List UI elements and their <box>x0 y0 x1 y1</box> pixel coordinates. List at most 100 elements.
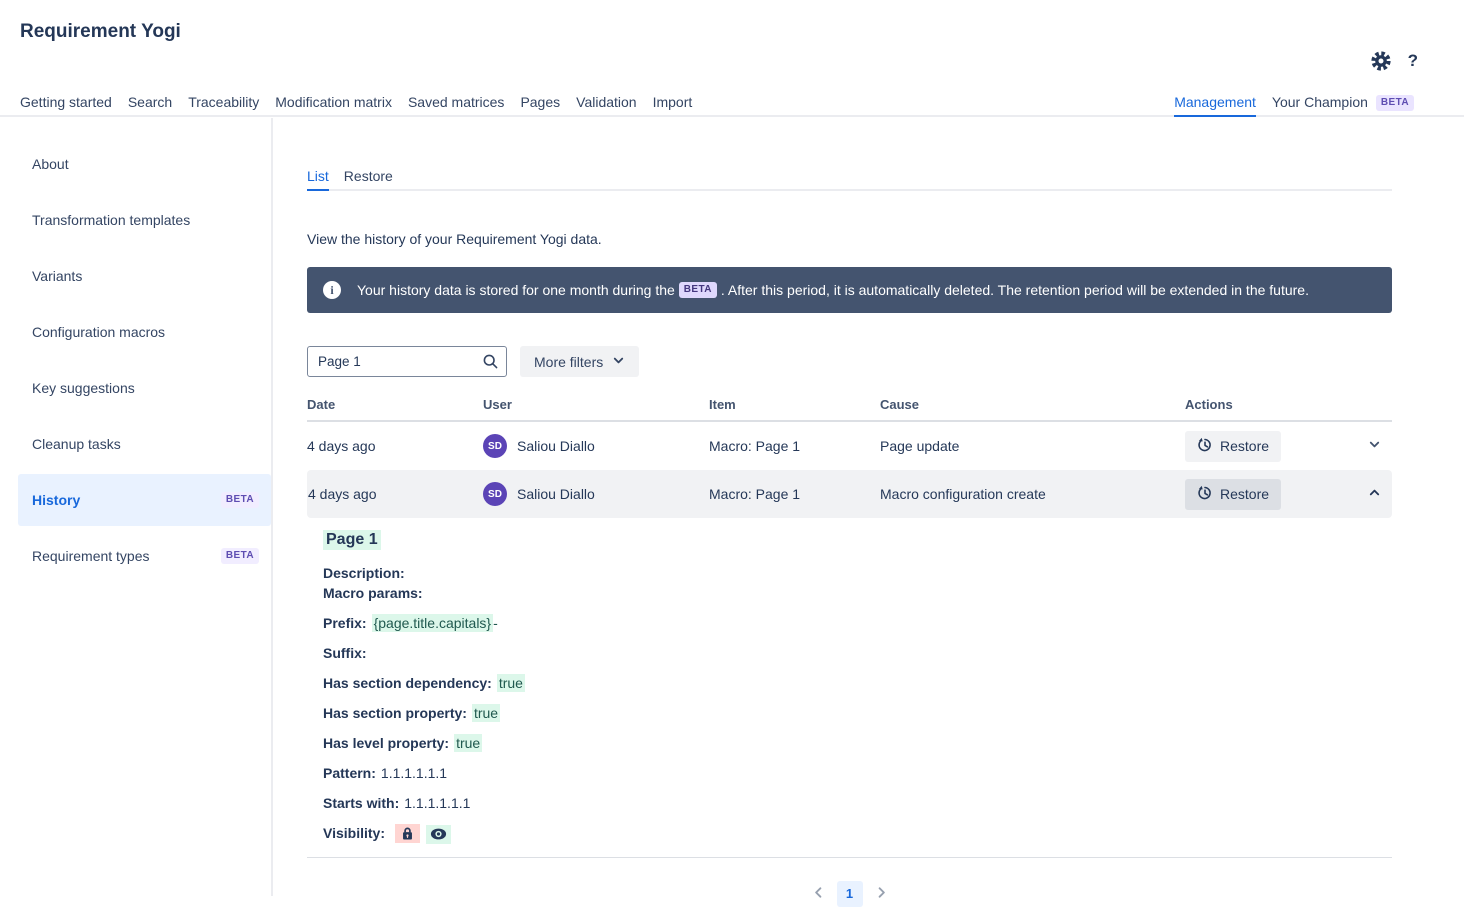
nav-item-saved-matrices[interactable]: Saved matrices <box>407 94 505 110</box>
sidebar: About Transformation templates Variants … <box>0 118 273 896</box>
table-row[interactable]: 4 days ago SD Saliou Diallo Macro: Page … <box>307 422 1392 470</box>
top-nav: Getting started Search Traceability Modi… <box>20 94 692 110</box>
detail-field-has-section-property: Has section property: true <box>323 704 501 722</box>
row-user: SD Saliou Diallo <box>483 434 709 458</box>
search-icon[interactable] <box>482 353 499 373</box>
sidebar-item-requirement-types[interactable]: Requirement types BETA <box>18 528 271 584</box>
filters-bar: More filters <box>307 346 1392 377</box>
sidebar-item-label: Requirement types <box>32 548 150 564</box>
row-item: Macro: Page 1 <box>709 486 801 502</box>
row-item: Macro: Page 1 <box>709 438 801 454</box>
detail-field-visibility: Visibility: <box>323 823 1376 844</box>
nav-item-modification-matrix[interactable]: Modification matrix <box>275 94 392 110</box>
search-input[interactable] <box>307 346 507 377</box>
restore-button[interactable]: Restore <box>1185 430 1282 462</box>
detail-field-pattern: Pattern: 1.1.1.1.1.1 <box>323 765 448 781</box>
sidebar-item-label: Transformation templates <box>32 212 191 228</box>
info-icon: i <box>323 281 341 299</box>
sidebar-item-key-suggestions[interactable]: Key suggestions <box>18 360 271 416</box>
nav-item-validation[interactable]: Validation <box>576 94 637 110</box>
tabs: List Restore <box>307 168 1392 191</box>
detail-field-description: Description: <box>323 565 405 581</box>
more-filters-label: More filters <box>534 353 604 370</box>
info-banner: i Your history data is stored for one mo… <box>307 267 1392 313</box>
nav-item-import[interactable]: Import <box>652 94 693 110</box>
sidebar-item-label: Variants <box>32 268 83 284</box>
nav-item-traceability[interactable]: Traceability <box>188 94 260 110</box>
sidebar-item-configuration-macros[interactable]: Configuration macros <box>18 304 271 360</box>
chevron-down-icon <box>612 354 625 370</box>
your-champion-beta-badge: BETA <box>1375 95 1414 111</box>
sidebar-item-label: History <box>32 492 81 508</box>
collapse-row-button[interactable] <box>1362 482 1386 506</box>
main-content: List Restore View the history of your Re… <box>307 118 1392 907</box>
nav-item-management[interactable]: Management <box>1174 94 1256 117</box>
more-filters-button[interactable]: More filters <box>520 346 640 377</box>
nav-divider <box>0 115 1464 117</box>
nav-item-getting-started[interactable]: Getting started <box>20 94 112 110</box>
tab-list[interactable]: List <box>307 168 329 191</box>
help-icon[interactable]: ? <box>1407 51 1418 70</box>
row-date: 4 days ago <box>308 486 377 502</box>
sidebar-item-label: About <box>32 156 69 172</box>
detail-field-suffix: Suffix: <box>323 645 367 661</box>
chevron-down-icon <box>1368 438 1381 454</box>
pagination: 1 <box>307 880 1392 907</box>
history-beta-badge: BETA <box>220 492 259 508</box>
detail-field-macro-params: Macro params: <box>323 585 423 601</box>
previous-page-button[interactable] <box>811 885 826 903</box>
user-name: Saliou Diallo <box>517 438 595 454</box>
sidebar-item-label: Cleanup tasks <box>32 436 121 452</box>
banner-text-before: Your history data is stored for one mont… <box>357 282 675 298</box>
next-page-button[interactable] <box>874 885 889 903</box>
banner-beta-badge: BETA <box>678 282 717 298</box>
sidebar-item-label: Configuration macros <box>32 324 166 340</box>
col-header-cause: Cause <box>880 397 920 412</box>
row-cause: Macro configuration create <box>880 486 1046 502</box>
sidebar-item-variants[interactable]: Variants <box>18 248 271 304</box>
table-row[interactable]: 4 days ago SD Saliou Diallo Macro: Page … <box>307 470 1392 518</box>
restore-button[interactable]: Restore <box>1185 478 1282 510</box>
detail-title: Page 1 <box>323 530 381 550</box>
detail-field-prefix: Prefix: {page.title.capitals} - <box>323 614 498 632</box>
tab-restore[interactable]: Restore <box>343 168 393 184</box>
col-header-item: Item <box>709 397 736 412</box>
restore-label: Restore <box>1220 486 1270 502</box>
restore-history-icon <box>1197 437 1213 456</box>
sidebar-item-history[interactable]: History BETA <box>18 474 271 526</box>
expand-row-button[interactable] <box>1362 434 1386 458</box>
eye-icon <box>425 824 451 844</box>
sidebar-item-about[interactable]: About <box>18 136 271 192</box>
nav-item-search[interactable]: Search <box>127 94 173 110</box>
page-title: Requirement Yogi <box>20 21 181 42</box>
history-detail-panel: Page 1 Description: Macro params: Prefix… <box>307 518 1392 858</box>
col-header-date: Date <box>307 397 336 412</box>
chevron-up-icon <box>1368 486 1381 502</box>
row-user: SD Saliou Diallo <box>483 482 709 506</box>
requirement-types-beta-badge: BETA <box>220 548 259 564</box>
detail-field-has-section-dependency: Has section dependency: true <box>323 674 525 692</box>
detail-field-has-level-property: Has level property: true <box>323 734 483 752</box>
page-number-button[interactable]: 1 <box>836 880 863 907</box>
page-description: View the history of your Requirement Yog… <box>307 231 602 247</box>
header-icons: ? <box>1370 50 1418 72</box>
lock-icon <box>394 824 420 843</box>
banner-text-after: . After this period, it is automatically… <box>720 282 1309 298</box>
nav-item-pages[interactable]: Pages <box>520 94 561 110</box>
col-header-user: User <box>483 397 512 412</box>
nav-item-your-champion[interactable]: Your Champion <box>1271 94 1368 110</box>
col-header-actions: Actions <box>1185 397 1233 412</box>
chevron-right-icon <box>874 885 889 903</box>
top-nav-right: Management Your Champion BETA <box>1174 94 1414 117</box>
search-field-wrap <box>307 346 507 377</box>
chevron-left-icon <box>811 885 826 903</box>
row-date: 4 days ago <box>307 438 376 454</box>
user-name: Saliou Diallo <box>517 486 595 502</box>
restore-label: Restore <box>1220 438 1270 454</box>
detail-field-starts-with: Starts with: 1.1.1.1.1.1 <box>323 795 471 811</box>
sidebar-item-transformation-templates[interactable]: Transformation templates <box>18 192 271 248</box>
row-cause: Page update <box>880 438 960 454</box>
sidebar-item-cleanup-tasks[interactable]: Cleanup tasks <box>18 416 271 472</box>
avatar: SD <box>483 434 507 458</box>
settings-gear-icon[interactable] <box>1370 50 1392 72</box>
